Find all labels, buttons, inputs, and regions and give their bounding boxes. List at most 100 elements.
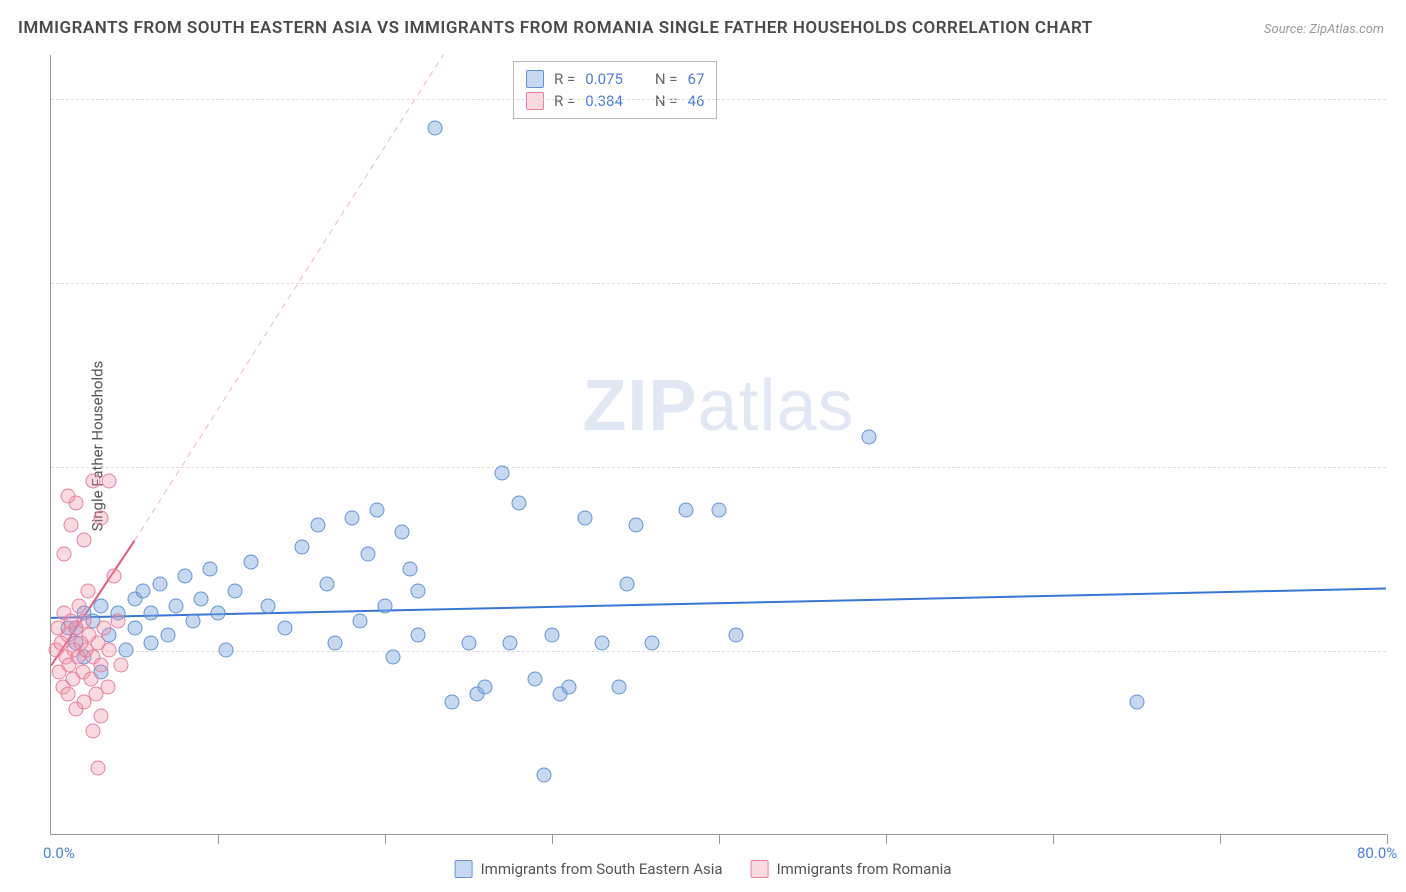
x-tick: [552, 834, 553, 844]
data-point: [678, 503, 693, 518]
data-point: [100, 679, 115, 694]
n-label: N =: [655, 92, 678, 110]
x-tick-label: 80.0%: [1357, 844, 1397, 862]
watermark: ZIPatlas: [582, 365, 854, 447]
data-point: [110, 613, 125, 628]
data-point: [177, 569, 192, 584]
gridline-horizontal: [51, 651, 1386, 652]
data-point: [578, 510, 593, 525]
data-point: [561, 679, 576, 694]
data-point: [72, 598, 87, 613]
data-point: [94, 598, 109, 613]
data-point: [611, 679, 626, 694]
data-point: [1129, 694, 1144, 709]
x-tick: [1220, 834, 1221, 844]
legend-row: R = 0.075 N = 67: [526, 68, 704, 90]
r-value-1: 0.075: [585, 70, 623, 88]
data-point: [194, 591, 209, 606]
data-point: [620, 576, 635, 591]
data-point: [494, 466, 509, 481]
scatter-plot: ZIPatlas R = 0.075 N = 67 R = 0.384 N = …: [50, 55, 1386, 835]
r-label: R =: [554, 92, 575, 110]
data-point: [294, 540, 309, 555]
data-point: [862, 429, 877, 444]
data-point: [478, 679, 493, 694]
data-point: [144, 606, 159, 621]
watermark-sub: atlas: [697, 366, 854, 446]
data-point: [144, 635, 159, 650]
data-point: [311, 517, 326, 532]
data-point: [102, 643, 117, 658]
data-point: [77, 613, 92, 628]
swatch-pink: [751, 860, 769, 878]
data-point: [545, 628, 560, 643]
n-value-2: 46: [688, 92, 705, 110]
data-point: [94, 709, 109, 724]
x-tick: [1053, 834, 1054, 844]
data-point: [185, 613, 200, 628]
watermark-main: ZIP: [582, 366, 697, 446]
data-point: [119, 643, 134, 658]
data-point: [428, 120, 443, 135]
data-point: [114, 657, 129, 672]
x-tick: [886, 834, 887, 844]
data-point: [94, 510, 109, 525]
data-point: [344, 510, 359, 525]
data-point: [361, 547, 376, 562]
data-point: [107, 569, 122, 584]
data-point: [394, 525, 409, 540]
data-point: [85, 473, 100, 488]
data-point: [160, 628, 175, 643]
data-point: [528, 672, 543, 687]
data-point: [227, 584, 242, 599]
swatch-blue: [526, 70, 544, 88]
data-point: [386, 650, 401, 665]
data-point: [461, 635, 476, 650]
data-point: [152, 576, 167, 591]
source-attribution: Source: ZipAtlas.com: [1264, 22, 1384, 37]
data-point: [219, 643, 234, 658]
data-point: [511, 495, 526, 510]
trend-lines: [51, 55, 1386, 834]
data-point: [244, 554, 259, 569]
data-point: [645, 635, 660, 650]
series-2-name: Immigrants from Romania: [777, 860, 952, 878]
data-point: [102, 473, 117, 488]
data-point: [503, 635, 518, 650]
data-point: [127, 620, 142, 635]
data-point: [403, 562, 418, 577]
data-point: [628, 517, 643, 532]
x-tick: [218, 834, 219, 844]
data-point: [595, 635, 610, 650]
x-tick-label: 0.0%: [43, 844, 75, 862]
legend-item: Immigrants from South Eastern Asia: [455, 860, 723, 878]
n-value-1: 67: [688, 70, 705, 88]
series-1-name: Immigrants from South Eastern Asia: [481, 860, 723, 878]
r-label: R =: [554, 70, 575, 88]
chart-title: IMMIGRANTS FROM SOUTH EASTERN ASIA VS IM…: [18, 18, 1093, 38]
data-point: [64, 517, 79, 532]
data-point: [77, 532, 92, 547]
legend-item: Immigrants from Romania: [751, 860, 952, 878]
data-point: [57, 547, 72, 562]
trend-line: [51, 588, 1386, 617]
data-point: [135, 584, 150, 599]
data-point: [319, 576, 334, 591]
data-point: [60, 488, 75, 503]
correlation-legend: R = 0.075 N = 67 R = 0.384 N = 46: [513, 61, 717, 119]
data-point: [411, 628, 426, 643]
x-tick: [385, 834, 386, 844]
n-label: N =: [655, 70, 678, 88]
data-point: [90, 760, 105, 775]
legend-row: R = 0.384 N = 46: [526, 90, 704, 112]
data-point: [85, 723, 100, 738]
data-point: [352, 613, 367, 628]
data-point: [80, 584, 95, 599]
gridline-horizontal: [51, 283, 1386, 284]
data-point: [202, 562, 217, 577]
data-point: [536, 768, 551, 783]
trend-extension: [51, 588, 1386, 617]
data-point: [411, 584, 426, 599]
data-point: [94, 657, 109, 672]
series-legend: Immigrants from South Eastern Asia Immig…: [455, 860, 952, 878]
